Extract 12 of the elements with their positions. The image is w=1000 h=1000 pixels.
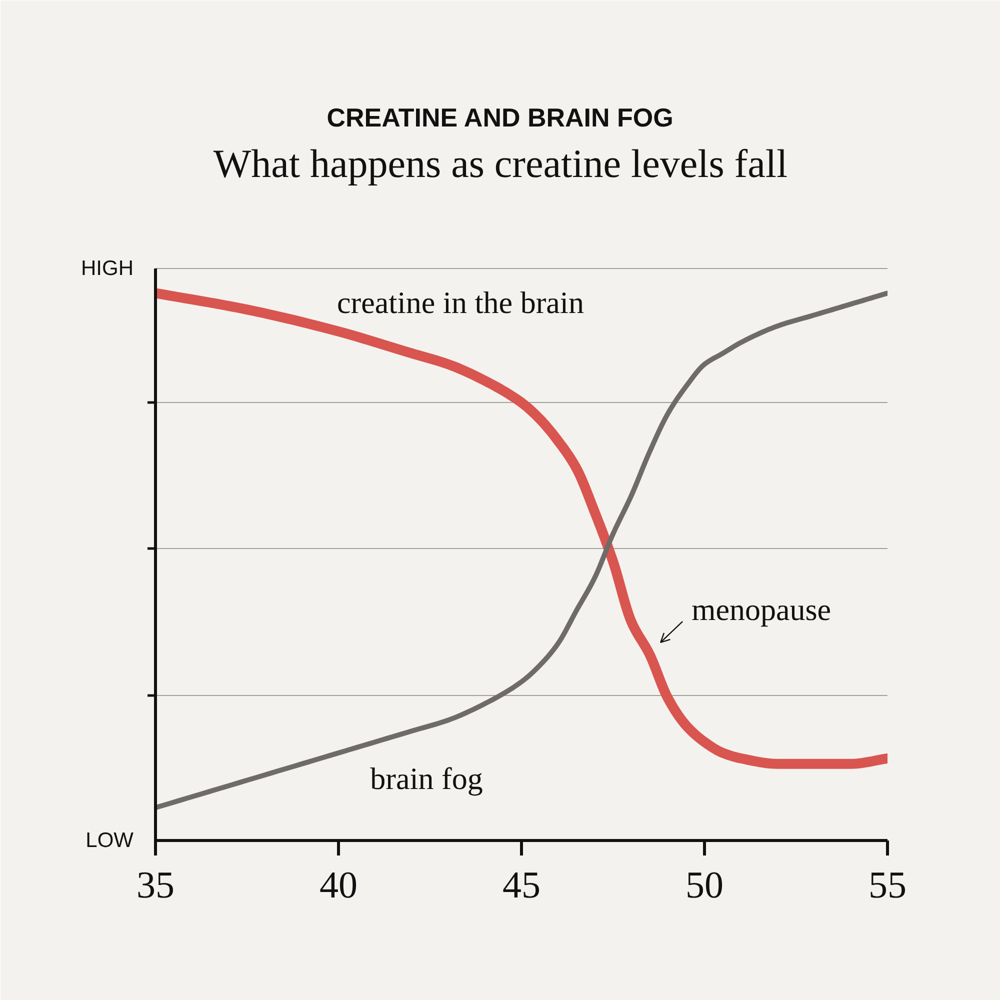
series-label: creatine in the brain (336, 285, 585, 320)
chart-subtitle: What happens as creatine levels fall (213, 141, 788, 186)
x-tick-label: 35 (136, 864, 174, 906)
x-tick-label: 40 (320, 864, 358, 906)
series-label: brain fog (370, 761, 483, 796)
text: LOW (86, 829, 134, 852)
chart-title: CREATINE AND BRAIN FOG (326, 102, 674, 132)
x-tick-label: 45 (502, 864, 540, 906)
x-tick-label: 50 (686, 864, 724, 906)
x-tick-label: 55 (868, 864, 906, 906)
text: HIGH (81, 257, 134, 280)
annotation: menopause (692, 592, 832, 627)
